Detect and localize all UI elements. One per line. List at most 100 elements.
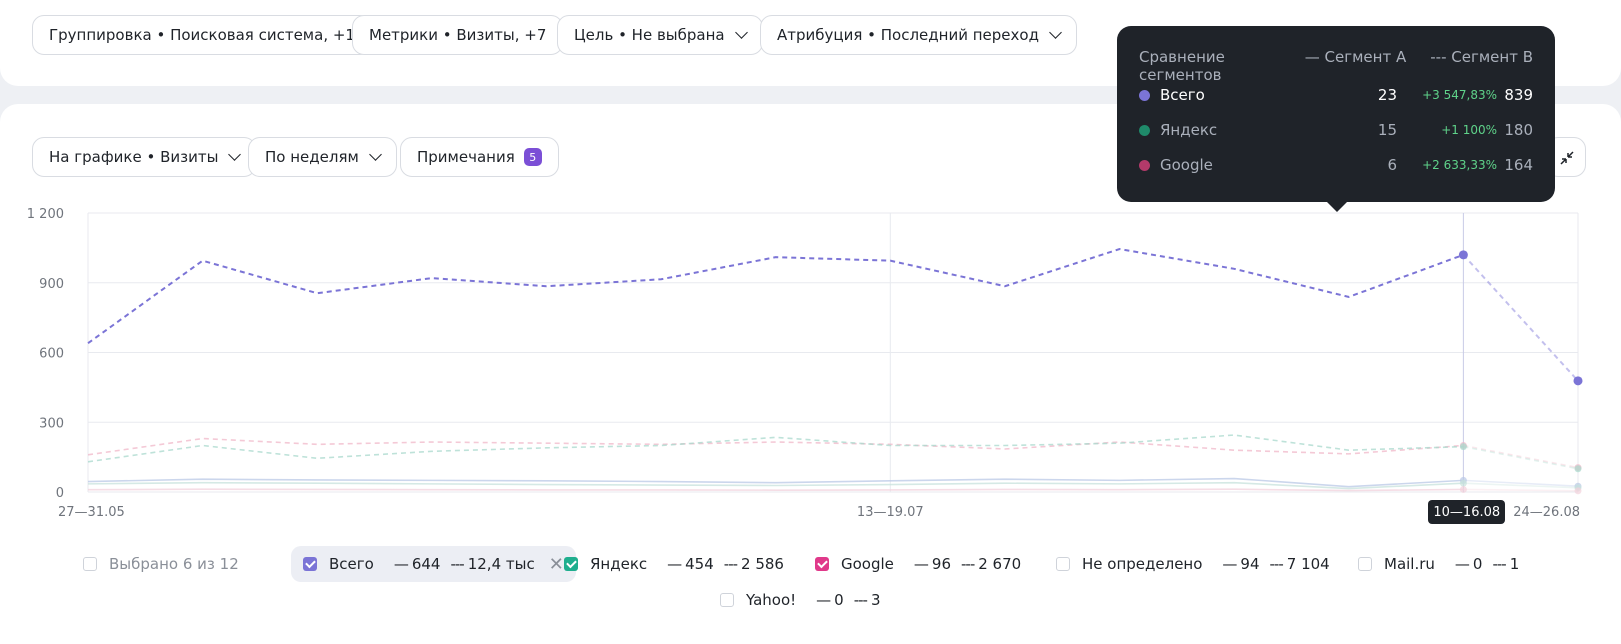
series-point	[1574, 465, 1582, 473]
legend-item-name: Yahoo!	[746, 591, 797, 609]
tooltip-row-a: 23	[1377, 86, 1397, 104]
legend-item-b: 1	[1492, 555, 1520, 573]
goal-filter-label: Цель • Не выбрана	[574, 26, 725, 44]
checkbox-icon[interactable]	[1056, 557, 1070, 571]
segment-comparison-tooltip: Сравнение сегментов — Сегмент A --- Сегм…	[1117, 26, 1555, 212]
tooltip-row-delta: +3 547,83%	[1422, 88, 1497, 102]
series-line-segment-partial	[1463, 482, 1579, 489]
period-dropdown[interactable]: По неделям	[248, 137, 397, 177]
notes-label: Примечания	[417, 148, 515, 166]
checkbox-icon[interactable]	[83, 557, 97, 571]
x-tick-highlighted: 10—16.08	[1428, 500, 1506, 524]
legend-item-name: Google	[841, 555, 894, 573]
legend-item-google[interactable]: Google 96 2 670	[815, 546, 1031, 582]
line-chart: 1 200 900 600 300 0 27—31.05 13—19.07 24—26.08	[27, 207, 1583, 520]
period-label: По неделям	[265, 148, 359, 166]
series-point	[1574, 487, 1582, 495]
series-point	[1458, 250, 1468, 260]
tooltip-row-name: Google	[1160, 156, 1213, 174]
tooltip-row-a: 15	[1377, 121, 1397, 139]
legend-item-b: 7 104	[1270, 555, 1330, 573]
tooltip-row-delta: +1 100%	[1441, 123, 1497, 137]
series-dot-icon	[1139, 89, 1150, 101]
legend-item-yandex[interactable]: Яндекс 454 2 586	[564, 546, 794, 582]
goal-filter-dropdown[interactable]: Цель • Не выбрана	[557, 15, 763, 55]
tooltip-row-delta: +2 633,33%	[1422, 158, 1497, 172]
y-tick-label: 1 200	[27, 207, 64, 222]
series-line-segment-partial	[1463, 479, 1579, 487]
legend-item-a: 96	[914, 555, 951, 573]
legend-item-total[interactable]: Всего 644 12,4 тыс ✕	[291, 546, 576, 582]
legend-selected-label: Выбрано 6 из 12	[109, 555, 239, 573]
chart-metric-label: На графике • Визиты	[49, 148, 219, 166]
series-dot-icon	[1139, 124, 1150, 136]
grouping-filter-button[interactable]: Группировка • Поисковая система, +1	[32, 15, 372, 55]
legend-item-undefined[interactable]: Не определено 94 7 104	[1056, 546, 1340, 582]
legend-item-a: 644	[394, 555, 441, 573]
legend-item-a: 0	[1455, 555, 1483, 573]
legend-item-name: Mail.ru	[1384, 555, 1435, 573]
series-point	[1573, 376, 1583, 386]
attribution-filter-label: Атрибуция • Последний переход	[777, 26, 1039, 44]
legend-item-mailru[interactable]: Mail.ru 0 1	[1358, 546, 1529, 582]
legend-item-b: 2 586	[724, 555, 784, 573]
tooltip-row-name: Всего	[1160, 86, 1205, 104]
collapse-icon	[1560, 151, 1574, 165]
y-tick-label: 300	[39, 416, 64, 431]
series-line	[87, 477, 1464, 488]
tooltip-row: Всего 23 +3 547,83% 839	[1139, 83, 1533, 107]
tooltip-segment-b: --- Сегмент B	[1430, 48, 1533, 66]
chart-series	[87, 248, 1583, 495]
y-tick-label: 900	[39, 277, 64, 292]
legend-item-name: Всего	[329, 555, 374, 573]
checkbox-checked-icon[interactable]	[303, 557, 317, 571]
x-tick-label: 27—31.05	[58, 505, 125, 520]
legend-item-b: 3	[854, 591, 881, 609]
metrics-filter-label: Метрики • Визиты, +7	[369, 26, 547, 44]
notes-button[interactable]: Примечания 5	[400, 137, 559, 177]
series-line	[87, 481, 1464, 490]
legend-selected-count: Выбрано 6 из 12	[83, 546, 239, 582]
chart-metric-dropdown[interactable]: На графике • Визиты	[32, 137, 257, 177]
checkbox-checked-icon[interactable]	[815, 557, 829, 571]
y-tick-label: 0	[56, 486, 64, 501]
series-line	[87, 437, 1464, 456]
legend-item-name: Яндекс	[590, 555, 648, 573]
chart-grid	[87, 212, 1579, 493]
series-line-segment-partial	[1463, 488, 1579, 492]
series-line	[87, 248, 1464, 345]
series-line-segment-partial	[1462, 254, 1579, 382]
x-tick-label: 24—26.08	[1513, 505, 1580, 520]
legend-item-yahoo[interactable]: Yahoo! 0 3	[720, 582, 891, 618]
attribution-filter-dropdown[interactable]: Атрибуция • Последний переход	[760, 15, 1077, 55]
legend-item-a: 94	[1222, 555, 1259, 573]
legend-item-b: 2 670	[961, 555, 1021, 573]
tooltip-row: Google 6 +2 633,33% 164	[1139, 153, 1533, 177]
chevron-down-icon	[368, 148, 382, 161]
checkbox-icon[interactable]	[1358, 557, 1372, 571]
metrics-filter-button[interactable]: Метрики • Визиты, +7	[352, 15, 564, 55]
y-axis: 1 200 900 600 300 0	[27, 207, 64, 501]
tooltip-row-b: 839	[1504, 86, 1533, 104]
series-point	[1459, 485, 1467, 493]
series-line-segment-partial	[1463, 444, 1579, 469]
legend-item-a: 454	[667, 555, 714, 573]
legend-item-b: 12,4 тыс	[450, 555, 535, 573]
remove-icon[interactable]: ✕	[548, 553, 564, 575]
tooltip-row-name: Яндекс	[1160, 121, 1218, 139]
series-line-segment-partial	[1463, 445, 1579, 470]
series-point	[1459, 443, 1467, 451]
chevron-down-icon	[228, 148, 242, 161]
series-line	[87, 434, 1464, 463]
checkbox-checked-icon[interactable]	[564, 557, 578, 571]
y-tick-label: 600	[39, 347, 64, 362]
tooltip-row-a: 6	[1387, 156, 1397, 174]
legend-item-name: Не определено	[1082, 555, 1203, 573]
legend-item-a: 0	[816, 591, 844, 609]
tooltip-row-b: 164	[1504, 156, 1533, 174]
notes-count-badge: 5	[523, 148, 542, 166]
checkbox-icon[interactable]	[720, 593, 734, 607]
x-tick-label: 13—19.07	[857, 505, 924, 520]
tooltip-row: Яндекс 15 +1 100% 180	[1139, 118, 1533, 142]
chevron-down-icon	[734, 26, 748, 39]
